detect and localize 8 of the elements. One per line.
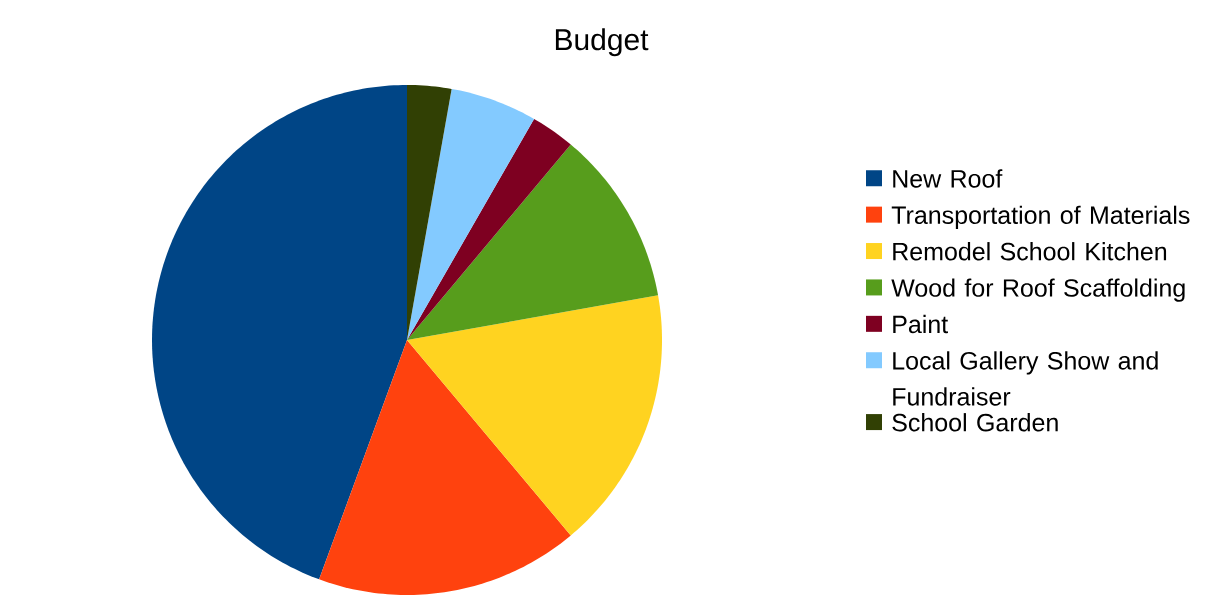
legend-label: Paint — [893, 314, 948, 334]
legend-label: School Garden — [892, 413, 1058, 432]
legend-label: Transportation of Materials — [891, 205, 1190, 229]
legend-label: Local Gallery Show and Fundraiser — [893, 351, 1158, 406]
legend-label: Remodel School Kitchen — [893, 242, 1167, 261]
legend-label: New Roof — [893, 169, 1003, 188]
legend-label: Wood for Roof Scaffolding — [891, 278, 1185, 302]
chart-title: Budget — [555, 28, 649, 57]
